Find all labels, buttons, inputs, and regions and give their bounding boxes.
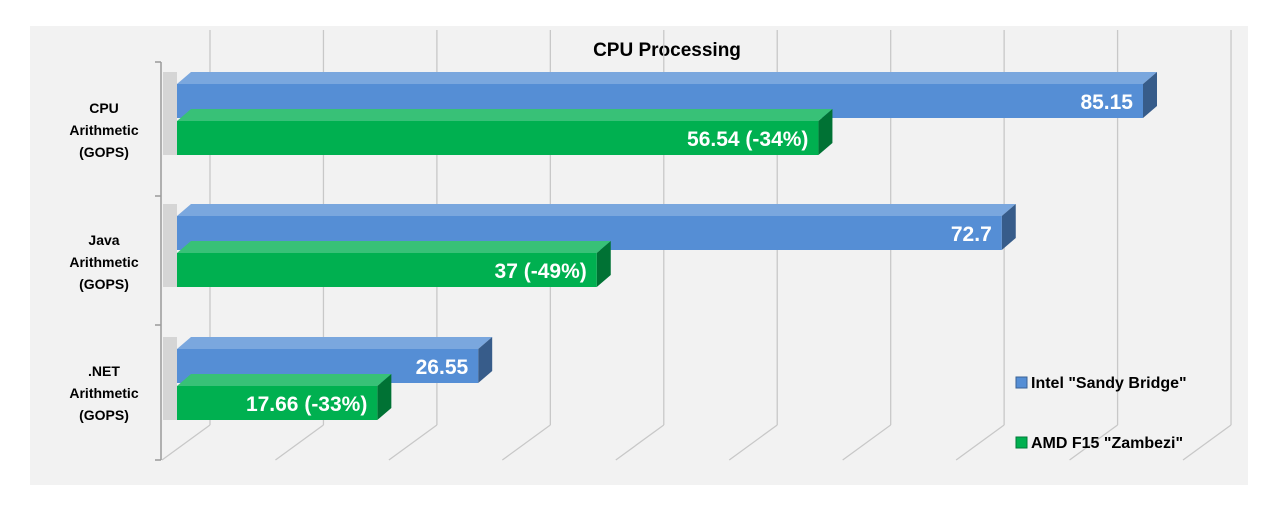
- category-label: CPU Arithmetic (GOPS): [69, 100, 138, 160]
- bar-front-face: [177, 121, 819, 155]
- gridline-floor: [275, 424, 324, 461]
- legend-swatch: [1015, 436, 1028, 449]
- bars: 85.15 56.54 (-34%) 72.7 37 (-49%) 26.55 17.66…: [163, 72, 1157, 420]
- category-axis: [155, 61, 162, 461]
- data-label: 72.7: [951, 223, 992, 246]
- data-label: 37 (-49%): [495, 260, 587, 283]
- gridline-floor: [728, 424, 778, 461]
- bar-side-face: [478, 337, 493, 383]
- bar-side-face: [818, 109, 833, 155]
- bar-shadow: [163, 337, 177, 420]
- data-label: 85.15: [1080, 91, 1133, 114]
- chart-title: CPU Processing: [593, 40, 741, 61]
- legend-item: Intel "Sandy Bridge": [1015, 375, 1187, 392]
- bar: 37 (-49%): [177, 241, 611, 287]
- legend-swatch: [1015, 376, 1028, 389]
- category-labels: CPU Arithmetic (GOPS) Java Arithmetic (GOPS).…: [69, 100, 138, 423]
- category-label: .NET Arithmetic (GOPS): [69, 363, 138, 423]
- gridline-floor: [955, 424, 1005, 461]
- gridline-floor: [161, 424, 211, 461]
- bar-shadow: [163, 72, 177, 155]
- bar: 17.66 (-33%): [177, 374, 392, 420]
- category-label: Java Arithmetic (GOPS): [69, 232, 138, 292]
- gridline-floor: [501, 424, 551, 461]
- bar-top-face: [177, 374, 392, 386]
- gridline-floor: [842, 424, 892, 461]
- bar-side-face: [1001, 204, 1016, 250]
- legend-label: Intel "Sandy Bridge": [1031, 375, 1187, 392]
- bar-front-face: [177, 253, 597, 287]
- bar-shadow: [163, 204, 177, 287]
- bar-top-face: [177, 109, 833, 121]
- bar-front-face: [177, 386, 378, 420]
- gridline-floor: [1069, 424, 1118, 461]
- gridline-floor: [388, 424, 438, 461]
- gridline-floor: [1182, 424, 1232, 461]
- legend: Intel "Sandy Bridge" AMD F15 "Zambezi": [1015, 375, 1187, 452]
- bar-side-face: [377, 374, 392, 420]
- bar-side-face: [596, 241, 611, 287]
- data-label: 56.54 (-34%): [687, 128, 808, 151]
- bar-top-face: [177, 72, 1157, 84]
- legend-label: AMD F15 "Zambezi": [1031, 435, 1183, 452]
- bar-top-face: [177, 241, 611, 253]
- data-label: 26.55: [416, 356, 469, 379]
- bar-top-face: [177, 337, 493, 349]
- legend-item: AMD F15 "Zambezi": [1015, 435, 1183, 452]
- bar: 56.54 (-34%): [177, 109, 833, 155]
- data-label: 17.66 (-33%): [246, 393, 367, 416]
- bar-top-face: [177, 204, 1016, 216]
- bar-side-face: [1143, 72, 1157, 118]
- gridline-floor: [615, 424, 665, 461]
